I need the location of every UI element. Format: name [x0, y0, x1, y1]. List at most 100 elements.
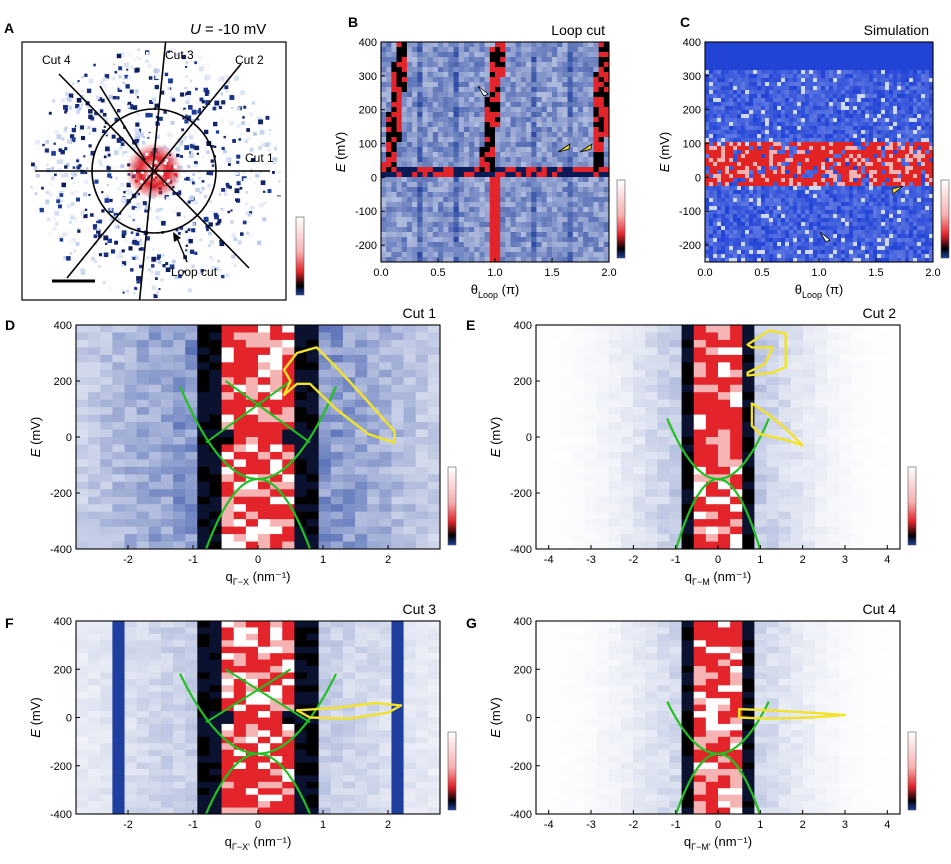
heat-cell: [598, 187, 605, 193]
heat-cell: [562, 77, 569, 83]
heat-cell: [562, 117, 569, 123]
speckle: [261, 143, 266, 148]
speckle: [78, 253, 82, 257]
heat-cell: [709, 150, 714, 155]
heat-cell: [577, 97, 584, 103]
heat-cell: [412, 157, 418, 163]
speckle: [108, 163, 112, 167]
heat-cell: [729, 206, 734, 211]
heat-cell: [741, 118, 746, 123]
heat-cell: [572, 122, 579, 128]
heat-cell: [757, 222, 762, 227]
center-speckle: [152, 171, 156, 175]
heat-cell: [484, 112, 491, 118]
heat-cell: [717, 138, 722, 143]
heat-cell: [443, 167, 449, 173]
heat-cell: [725, 154, 730, 159]
heat-cell: [781, 198, 786, 203]
heat-cell: [757, 138, 762, 143]
speckle: [131, 205, 136, 210]
heat-cell: [793, 102, 798, 107]
heat-cell: [520, 152, 527, 158]
heat-cell: [709, 50, 714, 55]
heat-cell: [809, 194, 814, 199]
panel-b-colorbar: [616, 179, 626, 259]
heat-cell: [765, 102, 770, 107]
heat-cell: [396, 77, 403, 83]
heat-cell: [495, 157, 501, 163]
speckle: [247, 213, 252, 217]
heat-cell: [495, 177, 501, 183]
heat-cell: [401, 202, 408, 208]
heat-cell: [536, 47, 543, 53]
heat-cell: [769, 170, 774, 175]
heat-cell: [709, 118, 714, 123]
heat-cell: [536, 157, 543, 163]
heat-cell: [552, 102, 558, 108]
heat-cell: [733, 170, 738, 175]
heat-cell: [603, 157, 609, 163]
heat-cell: [773, 158, 778, 163]
heat-cell: [401, 157, 408, 163]
heat-cell: [725, 98, 730, 103]
speckle: [117, 87, 123, 92]
speckle: [226, 184, 231, 189]
speckle: [276, 190, 282, 196]
heat-cell: [469, 142, 475, 148]
heat-cell: [412, 207, 418, 213]
heat-cell: [557, 102, 563, 108]
heat-cell: [552, 222, 558, 228]
heat-cell: [406, 127, 413, 133]
heat-cell: [593, 67, 600, 73]
heat-cell: [469, 212, 475, 218]
heat-cell: [443, 122, 449, 128]
heat-cell: [729, 62, 734, 67]
heat-cell: [757, 158, 762, 163]
heat-cell: [781, 74, 786, 79]
panel-b-xlabel: θLoop (π): [471, 282, 520, 300]
heat-cell: [713, 238, 718, 243]
heat-cell: [417, 82, 424, 88]
heat-cell: [845, 202, 850, 207]
heat-cell: [401, 112, 408, 118]
heat-cell: [406, 117, 413, 123]
heat-cell: [737, 126, 742, 131]
heat-cell: [705, 58, 710, 63]
heat-cell: [845, 246, 850, 251]
heat-cell: [785, 126, 790, 131]
heat-cell: [406, 192, 413, 198]
heat-cell: [765, 242, 770, 247]
heat-cell: [725, 118, 730, 123]
heat-cell: [709, 74, 714, 79]
heat-cell: [729, 142, 734, 147]
heat-cell: [401, 147, 408, 153]
speckle: [126, 68, 129, 71]
heat-cell: [458, 82, 465, 88]
heat-cell: [417, 242, 424, 248]
heat-cell: [412, 177, 418, 183]
heat-cell: [448, 207, 455, 213]
speckle: [192, 243, 196, 247]
heat-cell: [845, 74, 850, 79]
heat-cell: [821, 86, 826, 91]
heat-cell: [510, 87, 517, 93]
heat-cell: [737, 78, 742, 83]
heat-cell: [505, 122, 512, 128]
speckle: [213, 212, 218, 217]
heat-cell: [841, 102, 846, 107]
speckle: [231, 254, 236, 259]
heat-cell: [479, 222, 486, 228]
heat-cell: [729, 154, 734, 159]
heat-cell: [849, 174, 854, 179]
heat-cell: [588, 67, 595, 73]
heat-cell: [809, 78, 814, 83]
heat-cell: [781, 170, 786, 175]
heat-cell: [391, 127, 398, 133]
heat-cell: [479, 227, 486, 233]
heat-cell: [453, 62, 460, 68]
heat-cell: [777, 178, 782, 183]
heat-cell: [809, 74, 814, 79]
heat-cell: [801, 58, 806, 63]
heat-cell: [463, 77, 470, 83]
heat-cell: [448, 222, 455, 228]
